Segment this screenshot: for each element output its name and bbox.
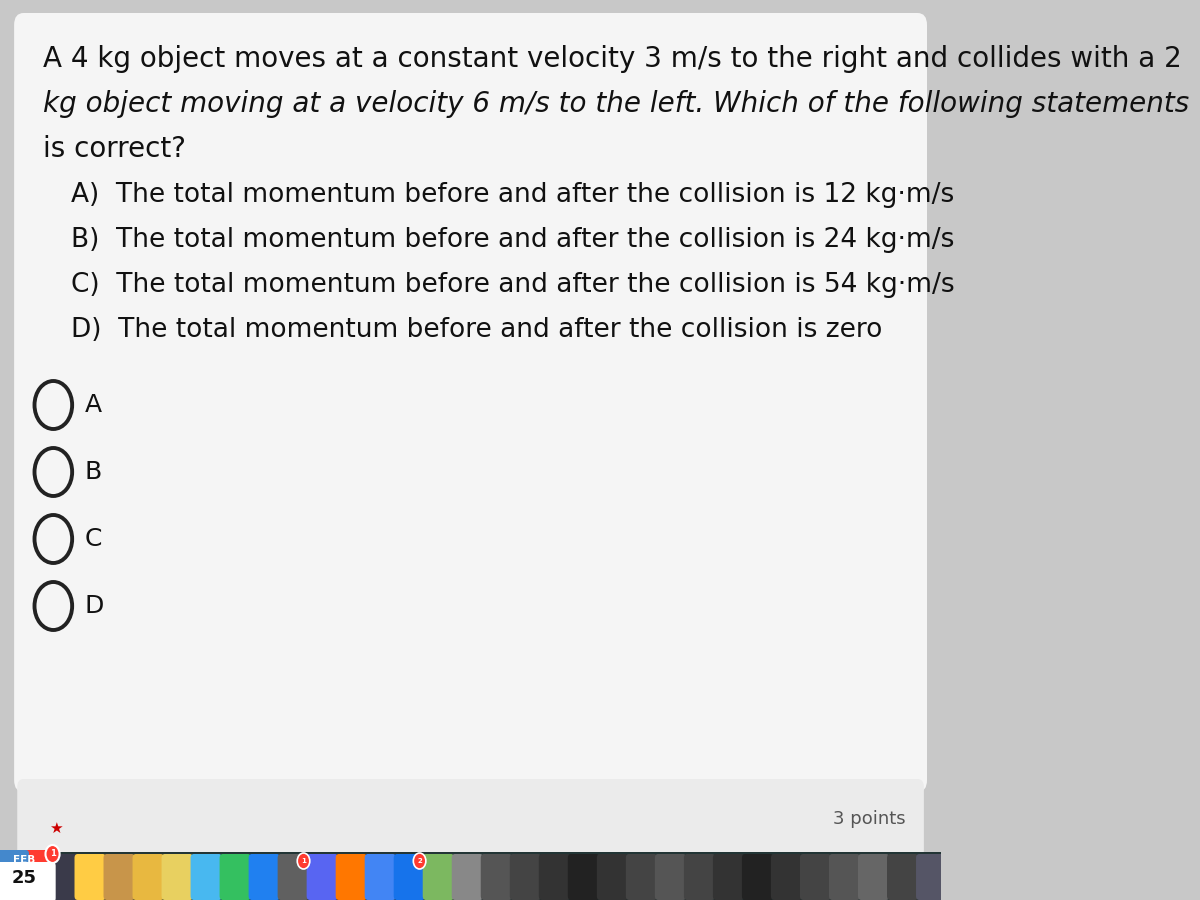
- FancyBboxPatch shape: [365, 854, 396, 900]
- FancyBboxPatch shape: [887, 854, 918, 900]
- Text: 1: 1: [301, 858, 306, 864]
- Text: 25: 25: [12, 869, 37, 887]
- FancyBboxPatch shape: [17, 779, 924, 858]
- Circle shape: [413, 853, 426, 869]
- FancyBboxPatch shape: [451, 854, 484, 900]
- FancyBboxPatch shape: [539, 854, 570, 900]
- Text: B: B: [85, 460, 102, 484]
- FancyBboxPatch shape: [422, 854, 454, 900]
- FancyBboxPatch shape: [0, 850, 29, 900]
- Text: D: D: [85, 594, 104, 618]
- FancyBboxPatch shape: [568, 854, 599, 900]
- FancyBboxPatch shape: [14, 13, 928, 792]
- FancyBboxPatch shape: [277, 854, 310, 900]
- Circle shape: [298, 853, 310, 869]
- Text: 3 points: 3 points: [833, 809, 906, 827]
- Bar: [0, 852, 941, 900]
- FancyBboxPatch shape: [307, 854, 338, 900]
- Text: B)  The total momentum before and after the collision is 24 kg·m/s: B) The total momentum before and after t…: [71, 227, 954, 253]
- FancyBboxPatch shape: [336, 854, 367, 900]
- Bar: [0, 852, 941, 876]
- FancyBboxPatch shape: [220, 854, 251, 900]
- FancyBboxPatch shape: [248, 854, 280, 900]
- Circle shape: [46, 845, 60, 863]
- FancyBboxPatch shape: [770, 854, 803, 900]
- Text: 1: 1: [49, 850, 55, 859]
- FancyBboxPatch shape: [800, 854, 832, 900]
- FancyBboxPatch shape: [713, 854, 744, 900]
- FancyBboxPatch shape: [74, 854, 106, 900]
- FancyBboxPatch shape: [0, 862, 55, 900]
- FancyBboxPatch shape: [742, 854, 773, 900]
- Text: A: A: [85, 393, 102, 417]
- FancyBboxPatch shape: [510, 854, 541, 900]
- FancyBboxPatch shape: [858, 854, 889, 900]
- FancyBboxPatch shape: [596, 854, 629, 900]
- FancyBboxPatch shape: [626, 854, 658, 900]
- Text: is correct?: is correct?: [43, 135, 186, 163]
- FancyBboxPatch shape: [481, 854, 512, 900]
- Text: ★: ★: [49, 821, 62, 835]
- Text: A 4 kg object moves at a constant velocity 3 m/s to the right and collides with : A 4 kg object moves at a constant veloci…: [43, 45, 1182, 73]
- Text: D)  The total momentum before and after the collision is zero: D) The total momentum before and after t…: [71, 317, 882, 343]
- Text: 2: 2: [418, 858, 422, 864]
- FancyBboxPatch shape: [684, 854, 715, 900]
- FancyBboxPatch shape: [916, 854, 947, 900]
- FancyBboxPatch shape: [162, 854, 193, 900]
- Text: kg object moving at a velocity 6 m/s to the left. Which of the following stateme: kg object moving at a velocity 6 m/s to …: [43, 90, 1189, 118]
- Text: A)  The total momentum before and after the collision is 12 kg·m/s: A) The total momentum before and after t…: [71, 182, 954, 208]
- FancyBboxPatch shape: [191, 854, 222, 900]
- FancyBboxPatch shape: [0, 850, 55, 900]
- FancyBboxPatch shape: [829, 854, 860, 900]
- Text: C)  The total momentum before and after the collision is 54 kg·m/s: C) The total momentum before and after t…: [71, 272, 954, 298]
- Text: C: C: [85, 527, 102, 551]
- FancyBboxPatch shape: [394, 854, 425, 900]
- FancyBboxPatch shape: [655, 854, 686, 900]
- FancyBboxPatch shape: [47, 854, 78, 900]
- Text: FEB: FEB: [13, 855, 36, 865]
- FancyBboxPatch shape: [132, 854, 164, 900]
- FancyBboxPatch shape: [103, 854, 134, 900]
